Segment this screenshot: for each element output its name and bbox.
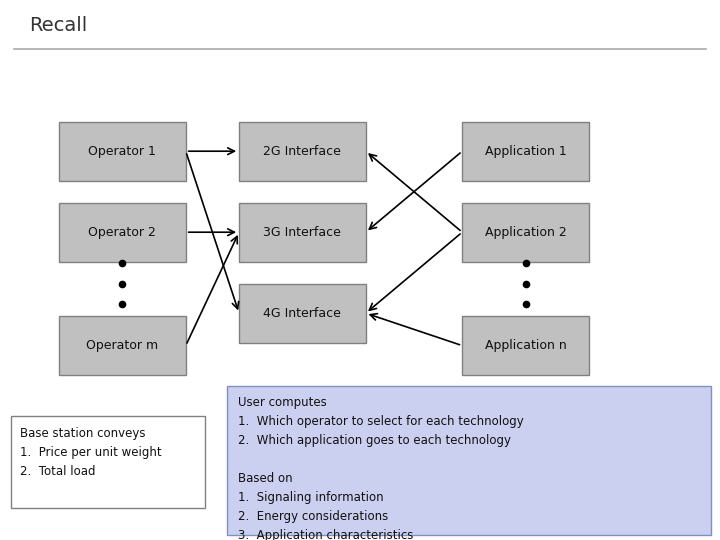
Text: Application 2: Application 2 xyxy=(485,226,567,239)
FancyBboxPatch shape xyxy=(59,122,186,181)
Text: Base station conveys
1.  Price per unit weight
2.  Total load: Base station conveys 1. Price per unit w… xyxy=(20,427,162,477)
FancyBboxPatch shape xyxy=(227,386,711,535)
Text: Recall: Recall xyxy=(29,16,87,35)
Text: Operator 1: Operator 1 xyxy=(89,145,156,158)
Text: Application 1: Application 1 xyxy=(485,145,567,158)
Text: Application n: Application n xyxy=(485,339,567,352)
FancyBboxPatch shape xyxy=(462,202,589,262)
FancyBboxPatch shape xyxy=(239,202,366,262)
Text: 3G Interface: 3G Interface xyxy=(264,226,341,239)
Text: 4G Interface: 4G Interface xyxy=(264,307,341,320)
FancyBboxPatch shape xyxy=(462,122,589,181)
FancyBboxPatch shape xyxy=(239,284,366,343)
Text: Operator m: Operator m xyxy=(86,339,158,352)
FancyBboxPatch shape xyxy=(462,316,589,375)
Text: Operator 2: Operator 2 xyxy=(89,226,156,239)
FancyBboxPatch shape xyxy=(239,122,366,181)
Text: 2G Interface: 2G Interface xyxy=(264,145,341,158)
FancyBboxPatch shape xyxy=(59,202,186,262)
FancyBboxPatch shape xyxy=(11,416,205,508)
FancyBboxPatch shape xyxy=(59,316,186,375)
Text: User computes
1.  Which operator to select for each technology
2.  Which applica: User computes 1. Which operator to selec… xyxy=(238,396,523,540)
